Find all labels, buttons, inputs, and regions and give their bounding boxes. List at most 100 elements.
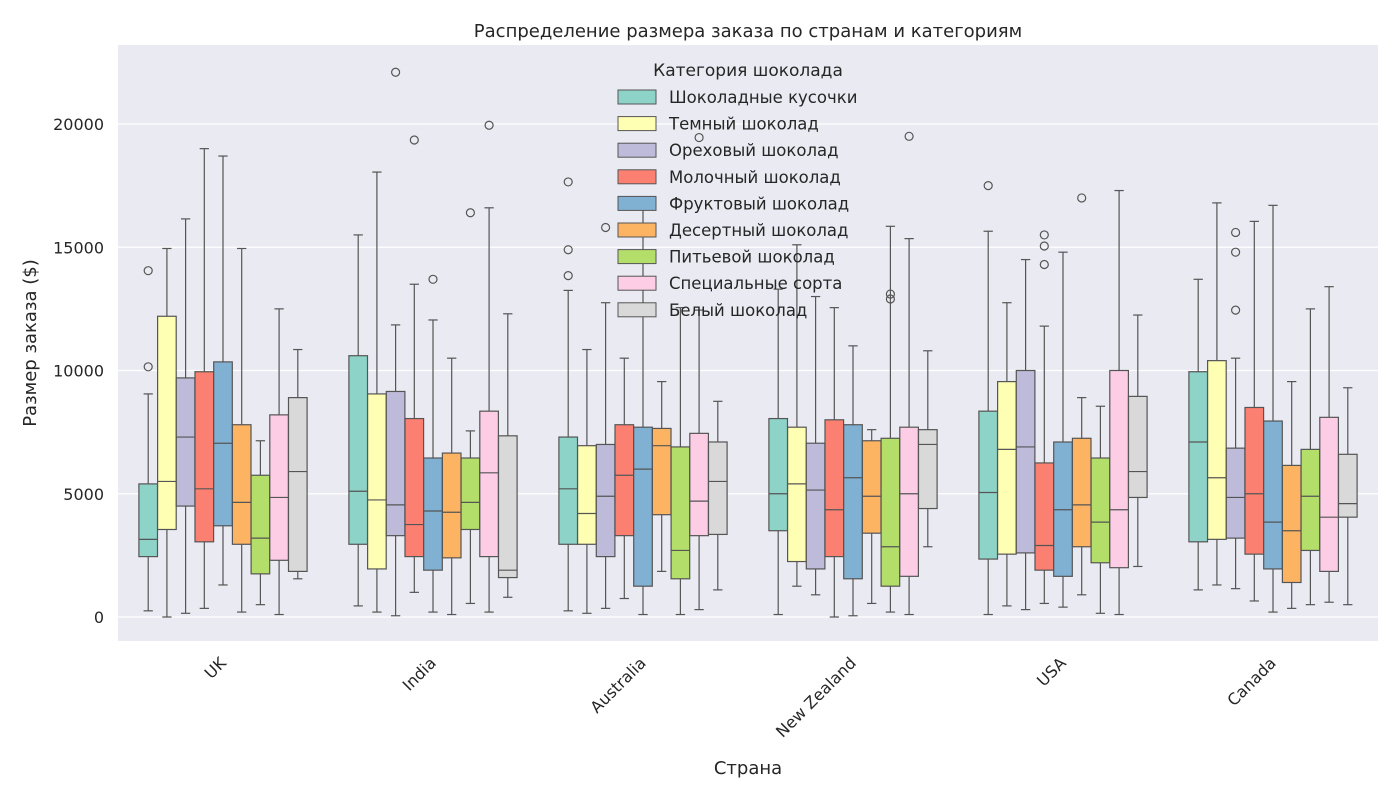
box bbox=[460, 457, 481, 531]
box-group bbox=[558, 177, 579, 612]
y-tick-label: 20000 bbox=[53, 115, 104, 134]
box-group bbox=[138, 266, 159, 612]
box bbox=[479, 410, 499, 558]
box bbox=[595, 443, 616, 558]
outlier-point bbox=[143, 266, 153, 276]
legend-label: Темный шоколад bbox=[668, 115, 819, 134]
legend-label: Шоколадные кусочки bbox=[669, 88, 857, 107]
box bbox=[367, 393, 387, 570]
outlier-point bbox=[563, 270, 573, 281]
plot-background bbox=[118, 45, 1378, 641]
legend-swatch bbox=[617, 249, 657, 265]
box bbox=[497, 435, 518, 579]
outlier-point bbox=[694, 132, 704, 143]
box-group bbox=[1109, 189, 1130, 616]
outlier-point bbox=[1230, 227, 1241, 238]
box bbox=[231, 424, 252, 545]
x-tick-label: India bbox=[399, 653, 440, 694]
box-group bbox=[497, 313, 518, 598]
legend-label: Молочный шоколад bbox=[669, 168, 841, 187]
box bbox=[805, 442, 826, 570]
box bbox=[1244, 406, 1265, 555]
legend-label: Белый шоколад bbox=[669, 301, 807, 320]
box-group bbox=[880, 225, 901, 613]
box-group bbox=[1206, 202, 1227, 586]
box bbox=[1109, 369, 1130, 569]
y-tick-labels: 0 5000 10000 15000 20000 bbox=[53, 115, 104, 627]
legend-swatch bbox=[617, 195, 657, 211]
outlier-point bbox=[1039, 259, 1049, 270]
box-group bbox=[651, 380, 672, 572]
outlier-point bbox=[563, 245, 573, 255]
box bbox=[1034, 462, 1055, 571]
box bbox=[1090, 457, 1111, 564]
box bbox=[824, 419, 845, 558]
box bbox=[1337, 453, 1358, 518]
box bbox=[404, 417, 425, 558]
outlier-point bbox=[563, 177, 573, 187]
box bbox=[348, 355, 369, 545]
outlier-point bbox=[885, 289, 896, 299]
box-group bbox=[385, 67, 406, 617]
outlier-point bbox=[391, 67, 401, 77]
outlier-point bbox=[1230, 305, 1241, 315]
outlier-point bbox=[904, 131, 914, 141]
x-tick-labels: UK India Australia New Zealand USA Canada bbox=[201, 653, 1280, 741]
box-group bbox=[670, 307, 691, 616]
outlier-point bbox=[409, 135, 419, 145]
box bbox=[670, 446, 691, 580]
box bbox=[558, 436, 579, 545]
box bbox=[880, 437, 901, 587]
box-group bbox=[479, 120, 499, 613]
box bbox=[1300, 448, 1321, 552]
outlier-point bbox=[885, 294, 896, 304]
box bbox=[1263, 420, 1283, 570]
y-tick-label: 10000 bbox=[53, 362, 104, 381]
grid-lines bbox=[118, 123, 1378, 618]
box bbox=[843, 424, 863, 580]
outlier-point bbox=[484, 120, 494, 130]
legend-label: Питьевой шоколад bbox=[669, 248, 835, 267]
legend-label: Фруктовый шоколад bbox=[669, 194, 849, 213]
legend-swatch bbox=[617, 275, 657, 291]
outlier-point bbox=[1230, 247, 1241, 257]
outlier-point bbox=[143, 362, 153, 372]
box bbox=[1127, 395, 1148, 499]
box bbox=[861, 440, 882, 534]
box-group bbox=[768, 288, 789, 616]
box-group bbox=[367, 171, 387, 613]
x-axis-title: Страна bbox=[714, 758, 782, 779]
box bbox=[917, 429, 938, 510]
box bbox=[250, 474, 271, 575]
chart-title: Распределение размера заказа по странам … bbox=[474, 21, 1022, 42]
box bbox=[385, 390, 406, 537]
box bbox=[194, 371, 215, 543]
outlier-point bbox=[428, 274, 438, 284]
x-tick-label: Australia bbox=[586, 653, 649, 716]
legend-swatch bbox=[617, 89, 657, 105]
box-group bbox=[1090, 405, 1111, 614]
box bbox=[287, 397, 308, 572]
box bbox=[1319, 416, 1340, 572]
box bbox=[1188, 371, 1209, 543]
box-group bbox=[861, 429, 882, 605]
legend-swatch bbox=[617, 222, 657, 238]
box bbox=[1206, 360, 1227, 540]
outlier-point bbox=[1077, 193, 1087, 203]
box bbox=[1281, 464, 1302, 584]
box-group bbox=[1127, 314, 1148, 568]
legend-label: Ореховый шоколад bbox=[669, 141, 839, 160]
box-group bbox=[1053, 251, 1073, 608]
box bbox=[269, 414, 289, 561]
box bbox=[213, 361, 233, 527]
legend-swatch bbox=[617, 142, 657, 158]
legend-swatch bbox=[617, 169, 657, 185]
box bbox=[996, 380, 1017, 555]
box bbox=[614, 424, 635, 537]
box bbox=[441, 452, 462, 559]
box-group bbox=[805, 295, 826, 596]
box bbox=[978, 410, 999, 560]
box bbox=[1071, 437, 1092, 548]
box bbox=[651, 427, 672, 516]
